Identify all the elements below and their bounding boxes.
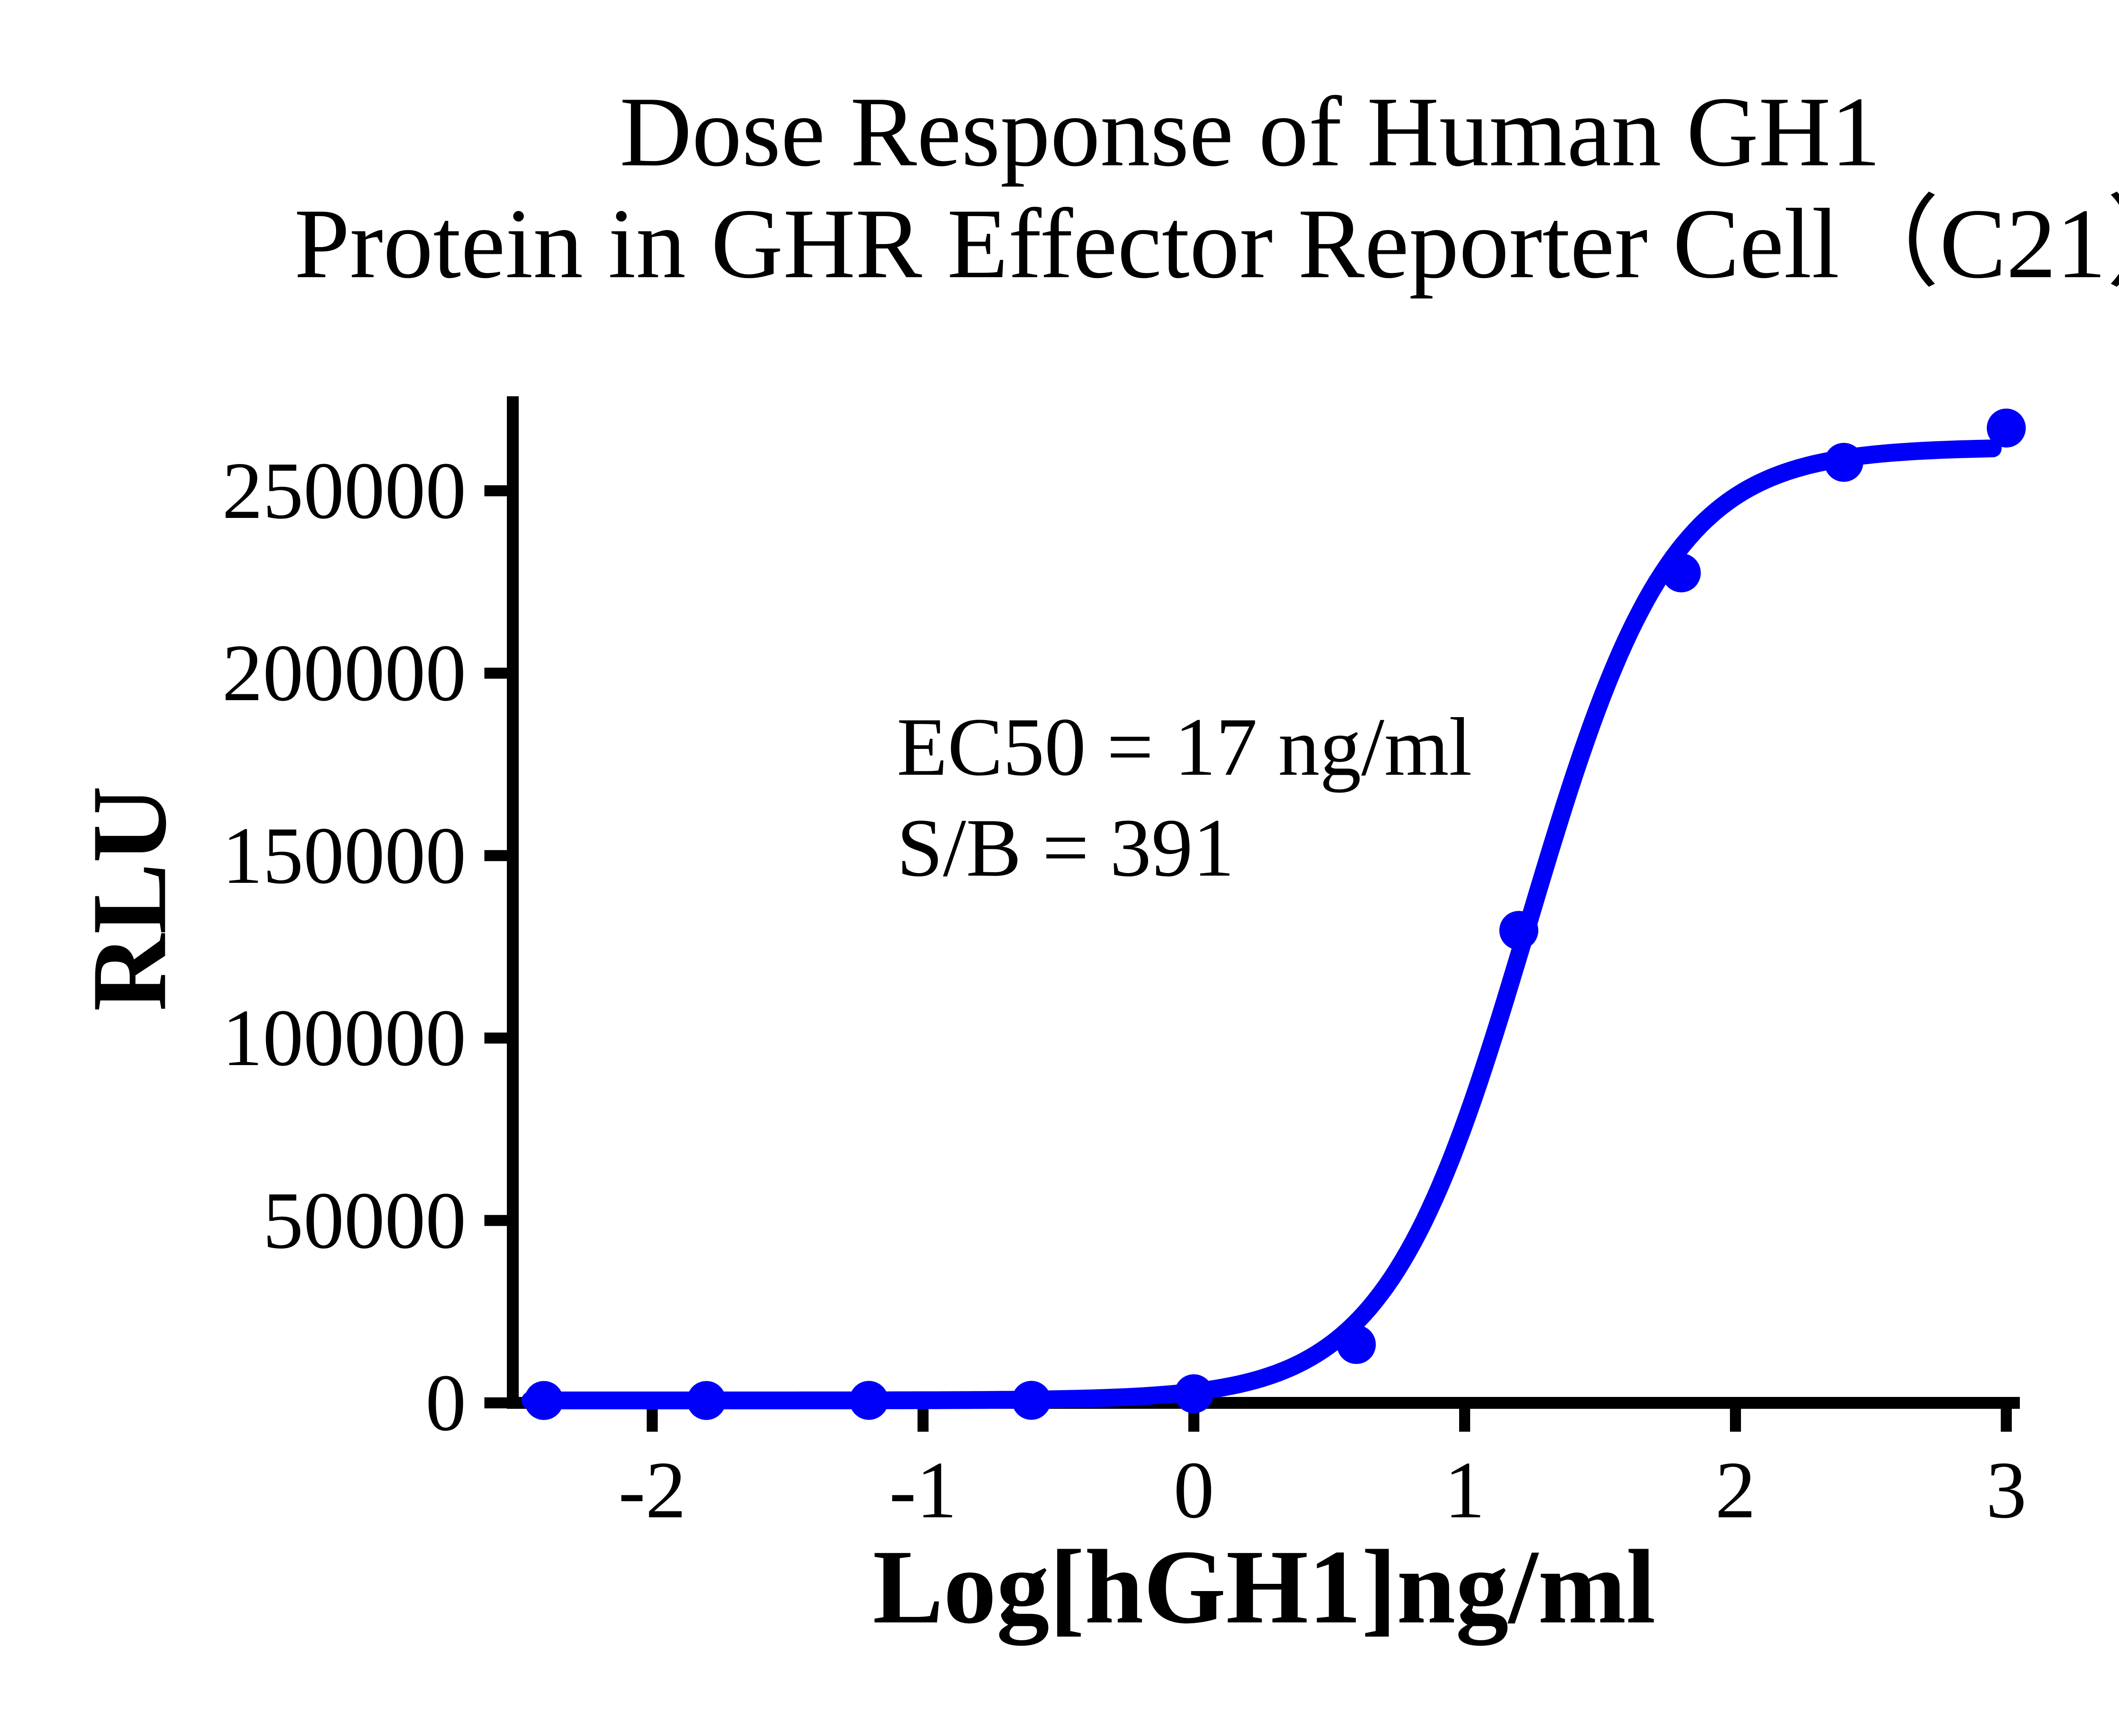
- y-tick-label-50000: 50000: [263, 1175, 466, 1266]
- data-point-7: [1662, 553, 1701, 593]
- x-tick-label-2: 2: [1715, 1445, 1756, 1535]
- axis-spine: [507, 396, 2020, 1409]
- x-tick-label--1: -1: [889, 1445, 957, 1535]
- data-point-1: [687, 1381, 726, 1420]
- data-point-3: [1012, 1380, 1051, 1420]
- dose-response-curve: [521, 440, 2002, 1410]
- x-tick-label--2: -2: [618, 1445, 686, 1535]
- data-point-9: [1987, 408, 2026, 448]
- data-point-5: [1337, 1325, 1376, 1364]
- fit-annotation: EC50 = 17 ng/ml S/B = 391: [897, 697, 1472, 899]
- data-point-0: [524, 1381, 564, 1420]
- data-point-2: [849, 1381, 889, 1420]
- chart-title-line2: Protein in GHR Effector Reporter Cell（C2…: [294, 189, 2119, 299]
- y-tick-label-100000: 100000: [222, 993, 466, 1083]
- chart-title-line1: Dose Response of Human GH1: [620, 77, 1881, 187]
- x-tick-label-0: 0: [1174, 1445, 1214, 1535]
- x-tick-label-3: 3: [1986, 1445, 2027, 1535]
- data-point-6: [1499, 911, 1538, 950]
- data-point-4: [1174, 1374, 1213, 1413]
- x-axis-title: Log[hGH1]ng/ml: [873, 1528, 1656, 1646]
- data-point-8: [1824, 442, 1863, 482]
- chart-title: Dose Response of Human GH1 Protein in GH…: [254, 76, 2119, 300]
- y-tick-label-200000: 200000: [222, 628, 466, 718]
- signal-background-ratio: S/B = 391: [897, 802, 1235, 894]
- y-tick-label-0: 0: [425, 1358, 466, 1448]
- x-tick-label-1: 1: [1444, 1445, 1485, 1535]
- ec50-value: EC50 = 17 ng/ml: [897, 701, 1472, 793]
- y-tick-label-250000: 250000: [222, 445, 466, 536]
- y-tick-label-150000: 150000: [222, 810, 466, 901]
